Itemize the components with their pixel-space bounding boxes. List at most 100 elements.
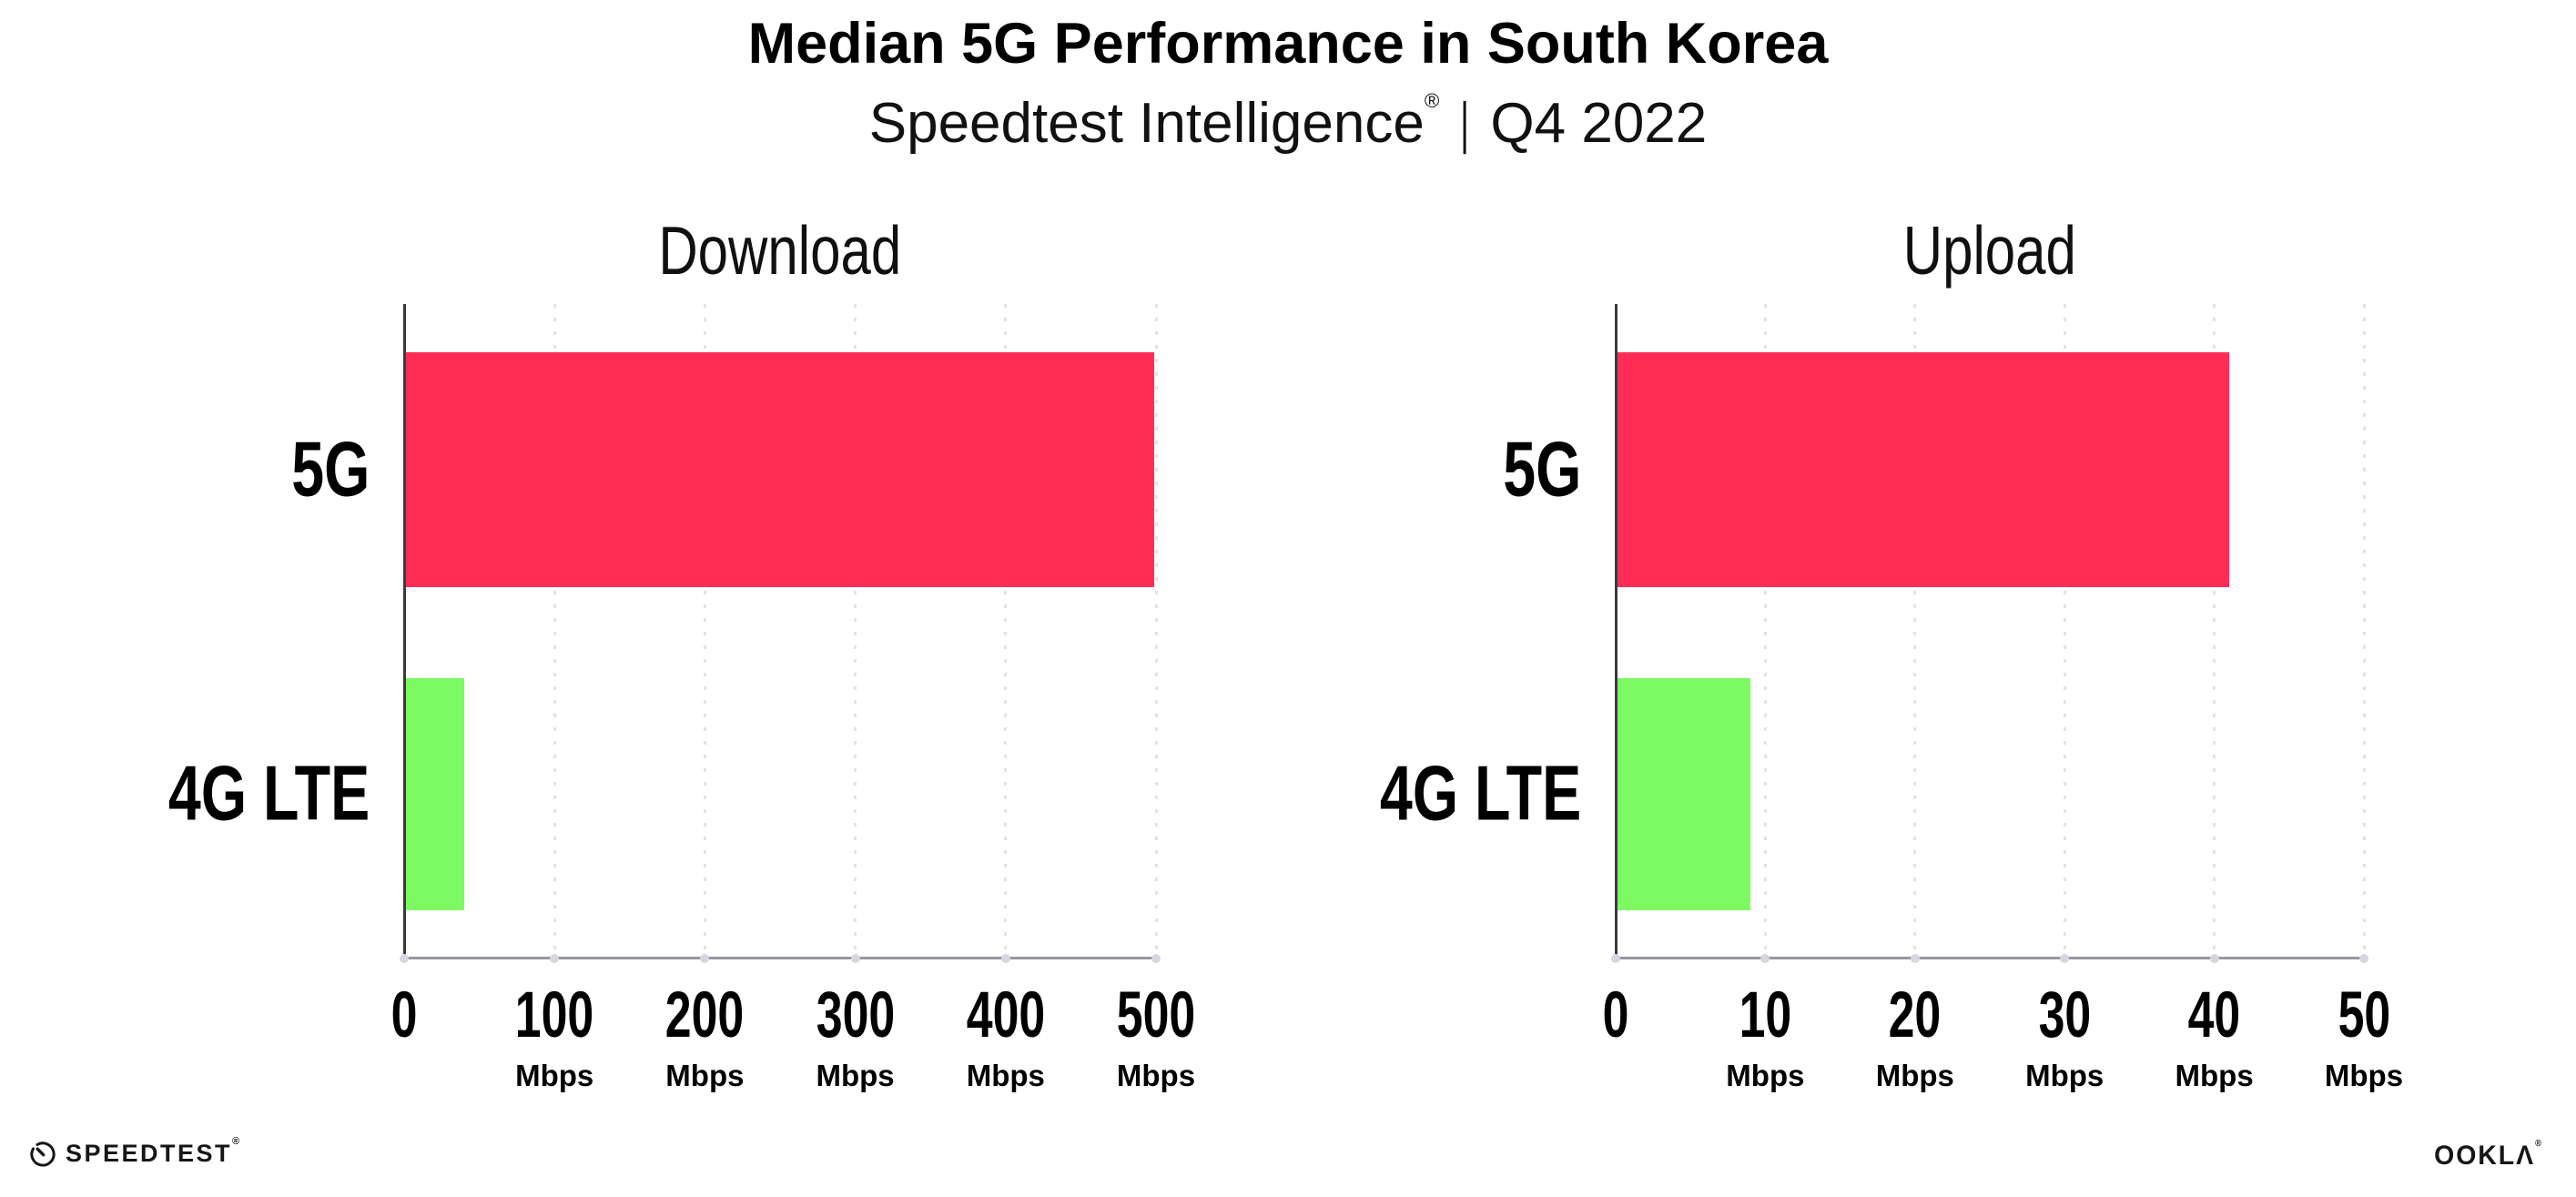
xtick-number-text: 500: [1116, 979, 1196, 1051]
xtick-number: 200: [651, 983, 758, 1048]
chart-title-text: Upload: [1902, 212, 2077, 289]
gauge-icon: [29, 1141, 56, 1168]
xtick-10-upload: 10 Mbps: [1726, 983, 1804, 1090]
xtick-500-download: 500 Mbps: [1102, 983, 1210, 1090]
xtick-unit: Mbps: [1875, 1059, 1954, 1092]
chart-title-upload: Upload: [1616, 217, 2364, 285]
x-axis-line-download: [401, 957, 1158, 959]
xtick-number-text: 200: [665, 979, 745, 1051]
xtick-unit: Mbps: [816, 1059, 895, 1092]
page-title: Median 5G Performance in South Korea: [747, 12, 1829, 76]
xtick-30-upload: 30 Mbps: [2025, 983, 2104, 1090]
speedtest-wordmark: SPEEDTEST®: [66, 1136, 242, 1167]
xtick-number-text: 30: [2038, 979, 2092, 1051]
bar-4g-lte-download: [404, 677, 465, 910]
axis-tick-dot-upload: [1910, 954, 1920, 963]
gridline-200-download: [703, 304, 706, 959]
ylabel-4g-lte-upload: 4G LTE: [0, 756, 1581, 833]
xtick-number: 50: [2325, 983, 2403, 1048]
registered-mark-icon: ®: [2534, 1139, 2543, 1149]
gridline-40-upload: [2213, 304, 2216, 959]
xtick-number: 0: [386, 983, 422, 1048]
axis-tick-dot-upload: [2209, 954, 2219, 963]
xtick-0-upload: 0: [1597, 983, 1634, 1048]
xtick-number-text: 300: [816, 979, 895, 1051]
xtick-unit: Mbps: [1116, 1059, 1196, 1092]
xtick-number: 500: [1102, 983, 1210, 1048]
y-axis-spine-upload: [1614, 304, 1618, 959]
xtick-number-text: 20: [1888, 979, 1942, 1051]
bar-4g-lte-upload: [1616, 677, 1750, 910]
xtick-number: 0: [1597, 983, 1634, 1048]
axis-tick-dot-download: [550, 954, 560, 963]
xtick-unit: Mbps: [2025, 1059, 2104, 1092]
xtick-unit: Mbps: [2175, 1059, 2254, 1092]
ookla-wordmark: OOKLΛ®: [2434, 1139, 2543, 1171]
y-axis-spine-download: [402, 304, 406, 959]
xtick-unit: Mbps: [1726, 1059, 1805, 1092]
subtitle-brand: Speedtest Intelligence: [868, 92, 1425, 155]
xtick-40-upload: 40 Mbps: [2175, 983, 2254, 1090]
subtitle-divider: |: [1460, 92, 1470, 155]
xtick-number: 30: [2025, 983, 2104, 1048]
xtick-400-download: 400 Mbps: [952, 983, 1060, 1090]
gridline-30-upload: [2063, 304, 2066, 959]
xtick-number-text: 0: [1602, 979, 1629, 1051]
xtick-number-text: 100: [514, 979, 594, 1051]
ylabel-5g-download: 5G: [0, 431, 370, 508]
axis-tick-dot-download: [1151, 954, 1161, 963]
ylabel-text: 5G: [290, 426, 370, 513]
axis-tick-dot-upload: [2359, 954, 2368, 963]
axis-tick-dot-upload: [1611, 954, 1620, 963]
xtick-number: 100: [501, 983, 608, 1048]
ylabel-text: 4G LTE: [167, 750, 370, 837]
xtick-unit: Mbps: [515, 1059, 594, 1092]
xtick-100-download: 100 Mbps: [501, 983, 608, 1090]
xtick-0-download: 0: [386, 983, 422, 1048]
xtick-number: 40: [2175, 983, 2254, 1048]
xtick-number: 300: [801, 983, 908, 1048]
axis-tick-dot-upload: [1760, 954, 1770, 963]
gridline-50-upload: [2362, 304, 2366, 959]
xtick-number-text: 400: [966, 979, 1046, 1051]
bar-5g-download: [404, 351, 1155, 587]
axis-tick-dot-download: [700, 954, 710, 963]
gridline-100-download: [553, 304, 556, 959]
bar-5g-upload: [1616, 351, 2230, 587]
ookla-logo: OOKLΛ®: [2431, 1139, 2546, 1172]
xtick-number-text: 50: [2338, 979, 2390, 1051]
xtick-unit: Mbps: [665, 1059, 745, 1092]
axis-tick-dot-download: [850, 954, 860, 963]
axis-tick-dot-download: [1000, 954, 1010, 963]
xtick-unit: Mbps: [2324, 1059, 2404, 1092]
speedtest-logo: SPEEDTEST®: [29, 1136, 242, 1168]
subtitle-period: Q4 2022: [1490, 92, 1708, 155]
xtick-number-text: 10: [1739, 979, 1792, 1051]
xtick-unit: Mbps: [966, 1059, 1045, 1092]
ylabel-4g-lte-download: 4G LTE: [0, 756, 370, 833]
gridline-10-upload: [1763, 304, 1767, 959]
gridline-20-upload: [1913, 304, 1917, 959]
ylabel-5g-upload: 5G: [0, 431, 1581, 508]
xtick-number-text: 0: [390, 979, 418, 1051]
ylabel-text: 4G LTE: [1379, 750, 1581, 837]
chart-title-text: Download: [658, 212, 902, 289]
x-axis-line-upload: [1612, 957, 2366, 959]
xtick-20-upload: 20 Mbps: [1876, 983, 1954, 1090]
gridline-500-download: [1154, 304, 1158, 959]
registered-mark-icon: ®: [1424, 89, 1440, 112]
xtick-200-download: 200 Mbps: [651, 983, 758, 1090]
axis-tick-dot-download: [400, 954, 409, 963]
xtick-number: 20: [1876, 983, 1954, 1048]
chart-title-download: Download: [404, 217, 1156, 285]
page-subtitle: Speedtest Intelligence® | Q4 2022: [0, 89, 2576, 156]
xtick-number-text: 40: [2187, 979, 2241, 1051]
xtick-number: 400: [952, 983, 1060, 1048]
axis-tick-dot-upload: [2060, 954, 2070, 963]
ylabel-text: 5G: [1502, 426, 1581, 513]
xtick-50-upload: 50 Mbps: [2325, 983, 2403, 1090]
registered-mark-icon: ®: [232, 1136, 242, 1147]
gridline-300-download: [854, 304, 857, 959]
xtick-300-download: 300 Mbps: [801, 983, 908, 1090]
